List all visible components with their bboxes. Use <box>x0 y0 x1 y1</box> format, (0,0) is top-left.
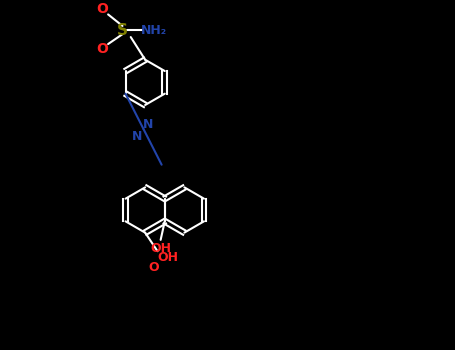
Text: O: O <box>96 2 108 16</box>
Text: OH: OH <box>150 241 171 254</box>
Text: N: N <box>132 130 142 143</box>
Text: OH: OH <box>157 251 178 264</box>
Text: NH₂: NH₂ <box>141 23 167 36</box>
Text: N: N <box>143 118 154 131</box>
Text: O: O <box>148 261 159 274</box>
Text: S: S <box>117 22 128 37</box>
Text: O: O <box>96 42 108 56</box>
